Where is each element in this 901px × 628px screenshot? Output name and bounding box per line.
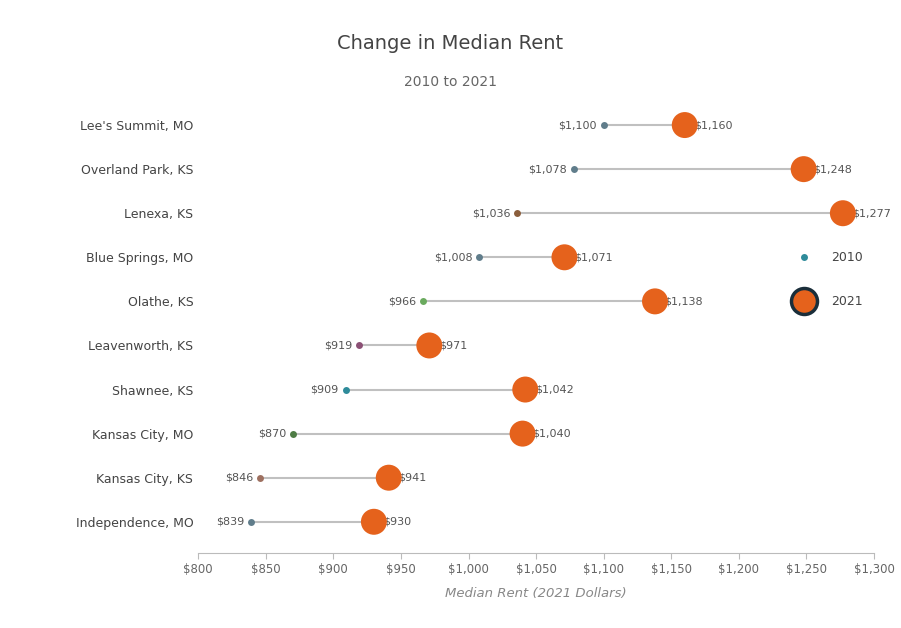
- Text: $1,040: $1,040: [532, 429, 570, 438]
- Point: [796, 296, 811, 306]
- Point: [515, 428, 530, 438]
- Text: $941: $941: [398, 473, 426, 483]
- Text: $1,100: $1,100: [559, 120, 596, 130]
- Text: $909: $909: [311, 384, 339, 394]
- Text: 2021: 2021: [831, 295, 862, 308]
- Point: [796, 164, 811, 174]
- Point: [253, 473, 268, 483]
- Text: 2010 to 2021: 2010 to 2021: [404, 75, 497, 89]
- Text: $966: $966: [387, 296, 415, 306]
- Point: [243, 517, 258, 527]
- Point: [351, 340, 366, 350]
- Text: $1,138: $1,138: [664, 296, 703, 306]
- Point: [596, 120, 611, 130]
- Point: [339, 384, 353, 394]
- Text: $846: $846: [225, 473, 254, 483]
- Point: [510, 208, 524, 219]
- Text: $1,042: $1,042: [534, 384, 574, 394]
- Text: Change in Median Rent: Change in Median Rent: [338, 35, 563, 53]
- Point: [415, 296, 430, 306]
- Text: $971: $971: [439, 340, 467, 350]
- Point: [567, 164, 581, 174]
- Text: $1,248: $1,248: [813, 164, 852, 174]
- Point: [286, 428, 300, 438]
- Point: [472, 252, 487, 263]
- Point: [835, 208, 850, 219]
- X-axis label: Median Rent (2021 Dollars): Median Rent (2021 Dollars): [445, 587, 627, 600]
- Point: [518, 384, 532, 394]
- Text: $919: $919: [324, 340, 352, 350]
- Point: [648, 296, 662, 306]
- Text: $1,160: $1,160: [694, 120, 733, 130]
- Point: [422, 340, 436, 350]
- Point: [678, 120, 692, 130]
- Text: $839: $839: [216, 517, 244, 527]
- Text: $870: $870: [258, 429, 286, 438]
- Point: [381, 473, 396, 483]
- Text: 2010: 2010: [831, 251, 862, 264]
- Text: $930: $930: [383, 517, 412, 527]
- Text: $1,277: $1,277: [852, 208, 891, 218]
- Point: [796, 252, 811, 263]
- Text: $1,008: $1,008: [434, 252, 472, 263]
- Text: $1,078: $1,078: [528, 164, 568, 174]
- Point: [557, 252, 571, 263]
- Text: $1,071: $1,071: [574, 252, 613, 263]
- Point: [367, 517, 381, 527]
- Text: $1,036: $1,036: [472, 208, 510, 218]
